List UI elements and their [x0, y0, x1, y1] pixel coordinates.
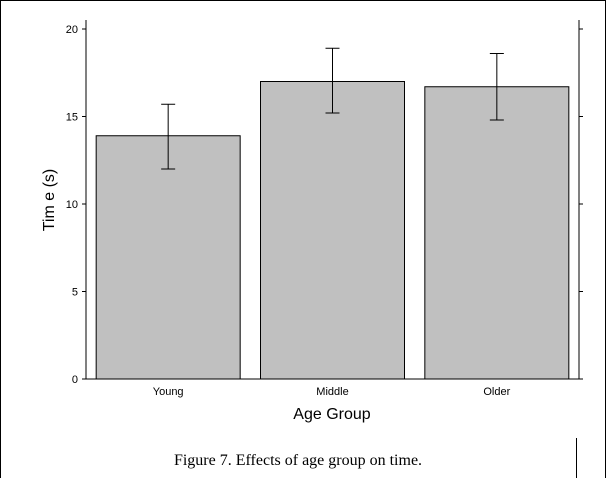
y-tick-label: 10 [66, 199, 78, 211]
x-tick-label-older: Older [483, 386, 510, 398]
x-axis-title: Age Group [293, 406, 370, 423]
x-tick-label-young: Young [153, 386, 184, 398]
y-tick-label: 5 [72, 287, 78, 299]
bars-group [95, 81, 570, 380]
y-axis-ticks: 0 5 10 15 20 [66, 24, 583, 386]
bar-middle [260, 81, 405, 380]
y-axis-title: Tim e (s) [41, 169, 58, 232]
error-bars-group [161, 47, 504, 170]
bar-older [424, 86, 570, 380]
figure-caption: Figure 7. Effects of age group on time. [174, 452, 422, 469]
y-tick-label: 0 [72, 374, 78, 386]
bar-young [95, 135, 241, 380]
x-axis-ticks: Young Middle Older [153, 386, 511, 398]
y-tick-label: 15 [66, 112, 78, 124]
x-tick-label-middle: Middle [316, 386, 348, 398]
y-tick-label: 20 [66, 24, 78, 36]
